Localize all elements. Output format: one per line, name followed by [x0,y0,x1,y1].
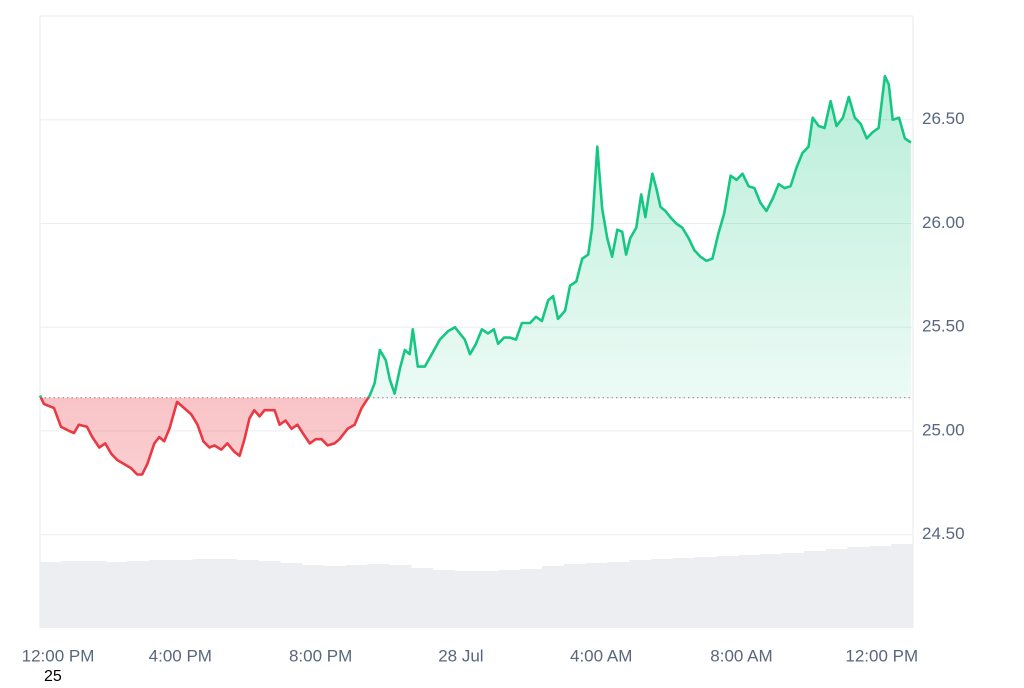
volume-bar [432,570,456,628]
volume-bar [607,562,630,628]
volume-bar [476,571,499,628]
volume-bar [345,565,368,628]
volume-bar [323,566,347,628]
x-tick-label: 12:00 PM [22,646,95,665]
volume-bar [541,566,565,628]
volume-bar [40,562,63,628]
volume-bar [585,563,608,628]
x-tick-label: 28 Jul [438,646,483,665]
price-line [38,74,912,476]
volume-bar [891,544,914,628]
volume-bar [498,570,521,628]
footer-text: 25 [44,668,62,683]
volume-bar [258,561,281,628]
volume-bar [869,546,892,628]
y-tick-label: 26.00 [922,213,965,232]
volume-bar [847,547,870,628]
volume-bar [236,560,259,628]
x-tick-label: 4:00 PM [149,646,212,665]
volume-bar [782,553,805,628]
x-tick-label: 4:00 AM [570,646,632,665]
volume-bar [563,564,587,628]
volume-bar [694,557,718,628]
volume-bar [803,551,827,628]
x-tick-label: 8:00 PM [289,646,352,665]
y-tick-label: 24.50 [922,524,965,543]
volume-bar [367,564,390,628]
volume-bar [61,561,85,628]
volume-bar [629,560,652,628]
volume-bar [411,568,434,628]
volume-bar [280,563,303,628]
volume-bar [83,561,106,628]
y-tick-label: 25.00 [922,420,965,439]
volume-bar [454,571,477,628]
price-area [40,76,911,475]
volume-bar [301,565,325,628]
x-tick-label: 8:00 AM [710,646,772,665]
volume-bar [760,554,783,628]
volume-bar [105,562,128,628]
volume-bar [825,549,849,628]
y-tick-label: 25.50 [922,317,965,336]
volume-bar [149,560,172,628]
volume-bar [214,559,237,628]
volume-bar [389,565,412,628]
volume-bar [672,558,696,628]
volume-bar [127,561,150,628]
volume-bar [651,559,674,628]
x-tick-label: 12:00 PM [845,646,918,665]
volume-bar [520,569,543,628]
volume-bar [716,556,739,628]
volume-bar [192,559,216,628]
volume-bar [738,555,761,628]
volume-bar [170,560,194,628]
y-tick-label: 26.50 [922,109,965,128]
